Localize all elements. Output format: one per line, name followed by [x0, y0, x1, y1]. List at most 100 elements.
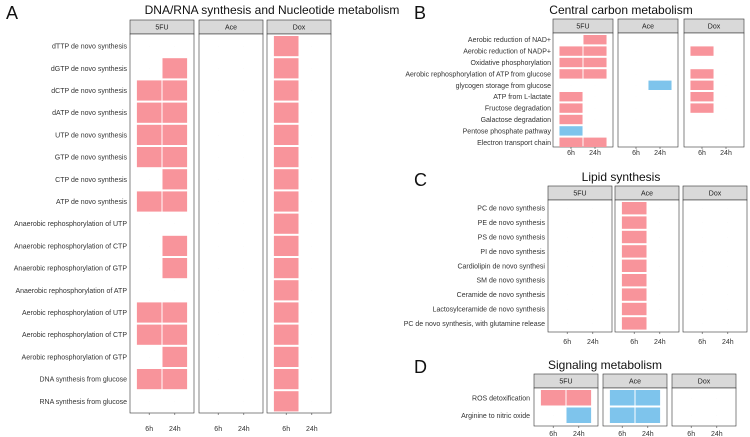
- panel-c-empty-cell: ·: [567, 206, 568, 210]
- panel-c-empty-cell: ·: [659, 278, 660, 282]
- panel-a-empty-cell: ·: [149, 66, 150, 70]
- panel-d-row-label: ROS detoxification: [472, 395, 530, 402]
- panel-c-facet-ace-strip-label: Ace: [641, 191, 653, 198]
- panel-b-empty-cell: ·: [702, 38, 703, 42]
- panel-c-cell-up: [621, 317, 647, 330]
- panel-c-cell-up: [621, 230, 647, 244]
- panel-b-cell-up: [559, 57, 583, 68]
- panel-a-empty-cell: ·: [149, 222, 150, 226]
- panel-a-row-label: dTTP de novo synthesis: [52, 44, 127, 51]
- panel-c-title: Lipid synthesis: [582, 170, 661, 184]
- panel-b-empty-cell: ·: [660, 38, 661, 42]
- panel-b-cell-down: [648, 80, 672, 90]
- panel-b-empty-cell: ·: [660, 129, 661, 133]
- panel-b-empty-cell: ·: [636, 129, 637, 133]
- panel-b-empty-cell: ·: [726, 129, 727, 133]
- panel-a-empty-cell: ·: [311, 200, 312, 204]
- panel-a-empty-cell: ·: [243, 222, 244, 226]
- panel-d-tick-label: 6h: [549, 431, 557, 437]
- panel-a-cell-up: [162, 346, 188, 367]
- panel-c-empty-cell: ·: [567, 278, 568, 282]
- panel-a-empty-cell: ·: [218, 355, 219, 359]
- panel-a-empty-cell: ·: [243, 377, 244, 381]
- panel-c-empty-cell: ·: [727, 249, 728, 253]
- panel-b-cell-up: [690, 46, 714, 56]
- panel-a-empty-cell: ·: [218, 266, 219, 270]
- panel-b-empty-cell: ·: [702, 140, 703, 144]
- panel-d-cell-up: [566, 390, 592, 406]
- panel-a-cell-up: [273, 280, 299, 301]
- panel-a-empty-cell: ·: [311, 44, 312, 48]
- panel-a-cell-up: [273, 36, 299, 57]
- panel-c-empty-cell: ·: [727, 321, 728, 325]
- panel-a-facet-5fu-strip-label: 5FU: [155, 25, 168, 32]
- panel-a-empty-cell: ·: [243, 111, 244, 115]
- panel-a-empty-cell: ·: [149, 244, 150, 248]
- panel-a-facet-ace-strip-label: Ace: [225, 25, 237, 32]
- panel-d-title: Signaling metabolism: [548, 358, 662, 372]
- panel-c-empty-cell: ·: [567, 264, 568, 268]
- panel-a-empty-cell: ·: [243, 44, 244, 48]
- panel-c-empty-cell: ·: [592, 206, 593, 210]
- panel-b-empty-cell: ·: [636, 95, 637, 99]
- panel-b-empty-cell: ·: [726, 83, 727, 87]
- panel-b-row-label: Pentose phosphate pathway: [463, 128, 552, 135]
- panel-a-empty-cell: ·: [243, 266, 244, 270]
- panel-c-empty-cell: ·: [659, 221, 660, 225]
- panel-b-empty-cell: ·: [726, 49, 727, 53]
- panel-c-empty-cell: ·: [567, 221, 568, 225]
- panel-d-empty-cell: ·: [716, 413, 717, 417]
- panel-a-empty-cell: ·: [311, 133, 312, 137]
- panel-c-empty-cell: ·: [659, 235, 660, 239]
- panel-b-empty-cell: ·: [636, 49, 637, 53]
- panel-a-empty-cell: ·: [243, 89, 244, 93]
- panel-a-empty-cell: ·: [311, 155, 312, 159]
- panel-a-empty-cell: ·: [218, 155, 219, 159]
- panel-b-empty-cell: ·: [702, 129, 703, 133]
- panel-a-row-label: Anaerobic rephosphorylation of ATP: [15, 288, 127, 295]
- panel-c-empty-cell: ·: [727, 206, 728, 210]
- panel-a-empty-cell: ·: [311, 177, 312, 181]
- panel-b-row-label: ATP from L-lactate: [493, 94, 551, 101]
- panel-a-empty-cell: ·: [218, 66, 219, 70]
- panel-b-row-label: Aerobic reduction of NAD+: [468, 37, 551, 44]
- panel-a-row-label: ATP de novo synthesis: [56, 199, 127, 206]
- panel-a-cell-up: [273, 191, 299, 212]
- panel-a-row-label: GTP de novo synthesis: [55, 155, 128, 162]
- panel-c-tick-label: 24h: [722, 339, 734, 346]
- panel-b-cell-up: [559, 46, 583, 56]
- panel-a-row-label: Aerobic rephosphorylation of UTP: [22, 310, 127, 317]
- panel-a-facet-dox-strip-label: Dox: [293, 25, 306, 32]
- panel-b-empty-cell: ·: [660, 72, 661, 76]
- panel-c-cell-up: [621, 274, 647, 287]
- panel-b-label: B: [414, 3, 426, 23]
- panel-c-empty-cell: ·: [592, 235, 593, 239]
- panel-b-cell-up: [559, 69, 583, 79]
- panel-d-label: D: [414, 357, 427, 377]
- panel-a-empty-cell: ·: [149, 266, 150, 270]
- panel-b-cell-down: [559, 126, 583, 136]
- panel-a-empty-cell: ·: [218, 177, 219, 181]
- panel-c-empty-cell: ·: [702, 264, 703, 268]
- panel-b-cell-up: [583, 35, 607, 45]
- panel-a-cell-up: [162, 302, 188, 323]
- panel-c-tick-label: 6h: [698, 339, 706, 346]
- panel-a-facet-ace-panel: [198, 33, 264, 414]
- panel-a-tick-label: 6h: [145, 426, 153, 433]
- panel-c-cell-up: [621, 288, 647, 301]
- panel-d-tick-label: 24h: [711, 431, 723, 437]
- panel-b-empty-cell: ·: [595, 118, 596, 122]
- panel-c-cell-up: [621, 216, 647, 229]
- panel-a-empty-cell: ·: [149, 288, 150, 292]
- panel-c-row-label: Cardiolipin de novo synthesi: [457, 263, 545, 270]
- panel-a-cell-up: [162, 369, 188, 390]
- panel-a-empty-cell: ·: [311, 355, 312, 359]
- panel-b-empty-cell: ·: [726, 61, 727, 65]
- panel-a-cell-up: [273, 169, 299, 190]
- panel-b-tick-label: 24h: [589, 150, 601, 157]
- panel-a-row-label: dATP de novo synthesis: [52, 110, 127, 117]
- panel-d-cell-down: [609, 407, 635, 423]
- panel-c-empty-cell: ·: [567, 321, 568, 325]
- panel-a-empty-cell: ·: [243, 355, 244, 359]
- panel-d-tick-label: 24h: [642, 431, 654, 437]
